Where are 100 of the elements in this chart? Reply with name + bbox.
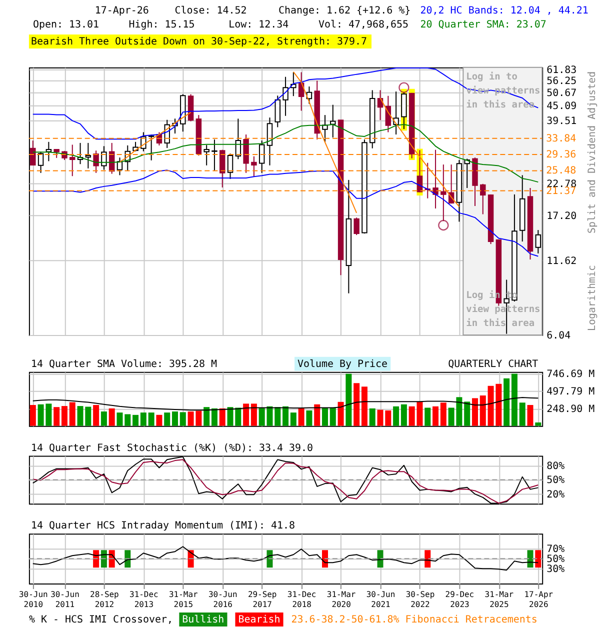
- bar: [535, 422, 542, 426]
- candlestick: [251, 156, 257, 178]
- y-tick-label: 39.51: [546, 116, 577, 128]
- candlestick: [282, 76, 288, 116]
- bar: [330, 408, 336, 426]
- text: 23.6-38.2-50-61.8% Fibonacci Retracements: [291, 614, 538, 626]
- text: Open: 13.01: [32, 19, 99, 30]
- bar: [282, 406, 289, 426]
- legend-title: % K - HCS IMI Crossover,: [28, 614, 173, 626]
- y-tick-label: 6.04: [546, 330, 571, 342]
- y-tick-label: 56.25: [546, 76, 577, 87]
- bar: [30, 404, 36, 426]
- x-tick-label: 30-Sep 2022: [406, 590, 435, 610]
- bar: [338, 402, 344, 426]
- bar: [440, 402, 446, 426]
- candlestick: [266, 117, 273, 166]
- bar: [519, 402, 526, 426]
- x-tick-label: 17-Apr 2026: [524, 590, 554, 610]
- line-series: [32, 546, 539, 571]
- y-tick-label: 17.20: [546, 211, 577, 222]
- bar: [140, 412, 146, 426]
- bar: [511, 374, 518, 426]
- bar: [322, 408, 328, 426]
- line-series: [32, 396, 539, 411]
- x-tick-label: 30-Jun 2016: [208, 590, 238, 610]
- chart-title: 14 Quarter HCS Intraday Momentum (IMI): 41.8: [30, 520, 296, 532]
- x-tick-label: 31-Mar 2020: [326, 590, 356, 610]
- y-tick-label: 61.83: [546, 65, 577, 76]
- bar: [464, 402, 470, 426]
- text: Volume By Price: [298, 358, 388, 370]
- text: 17-Apr-26: [94, 6, 149, 16]
- line-series: [32, 170, 539, 257]
- y-tick-label: 248.90 M: [546, 404, 595, 415]
- candlestick: [204, 144, 210, 166]
- bar: [432, 406, 439, 426]
- text: 20,2 HC Bands: 12.04 , 44.21: [420, 6, 588, 16]
- bar: [306, 410, 312, 426]
- y-tick-label: 497.79 M: [546, 386, 595, 398]
- candlestick: [432, 149, 438, 209]
- bar: [354, 383, 360, 426]
- y-tick-label: 30%: [546, 564, 565, 576]
- bar: [180, 412, 186, 426]
- candlestick: [393, 91, 399, 135]
- candlestick: [38, 151, 44, 174]
- text: Change: 1.62 {+12.6 %}: [278, 6, 411, 16]
- x-tick-label: 31-Mar 2015: [168, 590, 198, 610]
- y-tick-label: 746.69 M: [546, 369, 595, 380]
- bar: [346, 374, 352, 426]
- bar: [480, 395, 486, 426]
- y-tick-label: 20%: [546, 490, 565, 501]
- y-tick-label: 50%: [546, 475, 565, 486]
- ref-line-label: 25.48: [546, 166, 576, 177]
- candlestick: [330, 104, 336, 138]
- candlestick: [227, 153, 234, 180]
- y-tick-label: 70%: [546, 544, 565, 556]
- x-tick-label: 31-Dec 2018: [287, 590, 316, 610]
- y-axis-title: Split and Dividend Adjusted: [587, 71, 598, 234]
- bar: [250, 404, 257, 426]
- x-tick-label: 30-Jun 2010: [19, 590, 48, 610]
- y-tick-label: 50.67: [546, 88, 577, 99]
- candlestick: [354, 217, 360, 236]
- chart-title: 14 Quarter SMA Volume: 395.28 M: [30, 358, 218, 370]
- candlestick: [70, 144, 76, 177]
- x-tick-label: 31-Dec 2013: [130, 590, 159, 610]
- y-tick-label: 45.09: [546, 101, 577, 112]
- bar: [69, 402, 76, 426]
- x-tick-label: 30-Jun 2021: [366, 590, 396, 610]
- candlestick: [243, 134, 249, 174]
- y-tick-label: 80%: [546, 460, 565, 472]
- bar: [124, 414, 131, 426]
- candlestick: [258, 140, 265, 174]
- bar: [400, 404, 407, 426]
- text: Close: 14.52: [174, 6, 247, 16]
- x-tick-label: 29-Dec 2023: [445, 590, 474, 610]
- bar: [504, 378, 510, 426]
- bar: [290, 412, 296, 426]
- bar: [116, 412, 123, 426]
- text: QUARTERLY CHART: [448, 358, 538, 370]
- bar: [148, 412, 154, 426]
- x-tick-label: 30-Jun 2011: [50, 590, 80, 610]
- candlestick: [212, 138, 218, 172]
- bar: [172, 411, 178, 426]
- bar: [61, 406, 68, 426]
- bar: [298, 408, 304, 426]
- ref-line-label: 29.36: [546, 150, 576, 161]
- candlestick: [30, 140, 36, 166]
- bar: [100, 411, 107, 426]
- bar: [108, 408, 115, 426]
- bar: [219, 408, 226, 426]
- text: Bearish Three Outside Down on 30-Sep-22, Strength: 379.7: [30, 36, 368, 48]
- bar: [527, 404, 534, 426]
- bar: [314, 404, 320, 426]
- candlestick: [274, 95, 280, 128]
- bar: [361, 386, 368, 426]
- candlestick: [322, 114, 328, 144]
- text: High: 15.15: [128, 19, 195, 30]
- bar: [274, 407, 281, 426]
- x-tick-label: 29-Sep 2017: [248, 590, 277, 610]
- ref-line-label: 33.84: [546, 133, 576, 144]
- bar: [243, 404, 250, 426]
